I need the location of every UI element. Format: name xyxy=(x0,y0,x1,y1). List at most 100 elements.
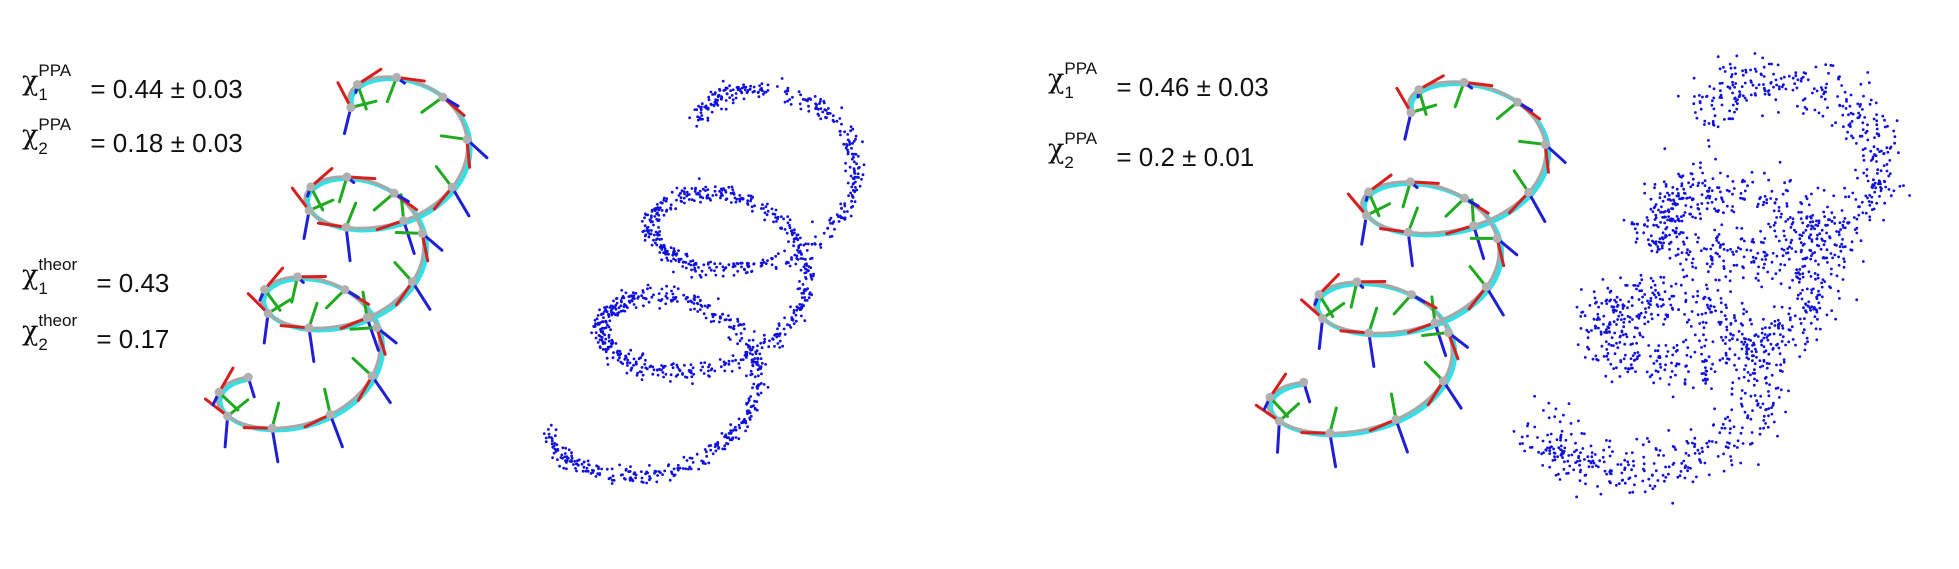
data-point xyxy=(1642,455,1646,459)
data-point xyxy=(1801,75,1805,79)
data-point xyxy=(848,165,852,169)
data-point xyxy=(1798,317,1802,321)
data-point xyxy=(1760,331,1764,335)
data-point xyxy=(776,327,779,331)
data-point xyxy=(831,118,835,122)
data-point xyxy=(712,312,716,316)
data-point xyxy=(1797,280,1801,284)
data-point xyxy=(847,194,850,198)
data-point xyxy=(1731,192,1734,196)
subscript: 1 xyxy=(38,279,48,298)
data-point xyxy=(1730,392,1734,396)
data-point xyxy=(1541,464,1545,467)
data-point xyxy=(800,306,804,310)
data-point xyxy=(1721,338,1725,342)
data-point xyxy=(1761,56,1765,60)
data-point xyxy=(1641,335,1645,339)
data-point xyxy=(684,266,688,270)
frame-binormal xyxy=(1328,431,1338,469)
data-point xyxy=(751,386,754,390)
data-point xyxy=(1718,431,1722,435)
data-point xyxy=(1596,358,1600,362)
data-point xyxy=(1707,189,1711,193)
data-point xyxy=(575,469,578,473)
data-point xyxy=(562,466,566,470)
data-point xyxy=(1674,254,1678,257)
data-point xyxy=(1694,111,1697,114)
data-point xyxy=(721,194,724,197)
data-point xyxy=(763,340,766,344)
data-point xyxy=(1784,343,1787,347)
data-point xyxy=(550,439,554,443)
data-point xyxy=(1630,451,1634,454)
data-point xyxy=(1651,291,1655,295)
data-point xyxy=(1810,240,1814,243)
data-point xyxy=(1807,300,1811,304)
data-point xyxy=(1680,184,1684,188)
data-point xyxy=(1669,303,1673,307)
data-point xyxy=(662,243,666,247)
data-point xyxy=(1788,216,1792,219)
data-point xyxy=(639,470,643,473)
data-point xyxy=(1654,288,1657,292)
data-point xyxy=(1553,451,1557,455)
data-point xyxy=(1693,452,1697,455)
data-point xyxy=(655,212,658,216)
data-point xyxy=(702,312,706,316)
data-point xyxy=(788,323,791,327)
stat-value: = 0.46 ± 0.03 xyxy=(1116,72,1269,102)
data-point xyxy=(1615,323,1618,326)
data-point xyxy=(1706,377,1709,381)
data-point xyxy=(1622,304,1626,308)
data-point xyxy=(1640,289,1643,293)
frame-binormal xyxy=(1484,285,1505,317)
data-point xyxy=(819,246,823,249)
data-point xyxy=(721,447,725,451)
data-point xyxy=(1821,114,1825,118)
data-point xyxy=(681,372,684,375)
frame-tangent xyxy=(375,326,387,356)
data-point xyxy=(699,368,703,372)
data-point xyxy=(1591,465,1594,469)
data-point xyxy=(1615,341,1618,345)
frame-tangent xyxy=(1254,403,1281,423)
data-point xyxy=(1554,473,1558,477)
data-point xyxy=(1731,180,1735,183)
data-point xyxy=(1718,323,1722,326)
data-point xyxy=(746,425,749,429)
data-point xyxy=(710,110,714,114)
data-point xyxy=(1775,216,1778,219)
data-point xyxy=(1559,436,1562,440)
data-point xyxy=(1656,349,1660,353)
data-point xyxy=(1598,459,1602,463)
data-point xyxy=(803,271,807,275)
data-point xyxy=(725,92,729,96)
data-point xyxy=(1820,88,1824,92)
data-point xyxy=(634,360,638,364)
data-point xyxy=(774,208,778,212)
data-point xyxy=(1772,209,1776,213)
data-point xyxy=(1665,226,1669,229)
data-point xyxy=(1605,472,1608,476)
data-point xyxy=(631,291,635,295)
data-point xyxy=(1854,168,1857,172)
data-point xyxy=(1833,243,1837,247)
data-point xyxy=(1887,188,1891,191)
data-point xyxy=(1757,463,1760,466)
data-point xyxy=(690,268,693,272)
data-point xyxy=(1734,319,1737,323)
data-point xyxy=(637,295,640,298)
data-point xyxy=(1855,142,1858,145)
data-point xyxy=(1650,312,1653,316)
data-point xyxy=(600,467,603,471)
data-point xyxy=(729,89,732,92)
data-point xyxy=(1737,95,1741,98)
data-point xyxy=(1814,65,1818,69)
data-point xyxy=(1833,222,1837,225)
data-point xyxy=(1622,357,1626,361)
data-point xyxy=(766,209,770,213)
data-point xyxy=(652,368,656,372)
data-point xyxy=(1784,188,1788,192)
data-point xyxy=(842,142,846,146)
data-point xyxy=(1875,201,1879,205)
